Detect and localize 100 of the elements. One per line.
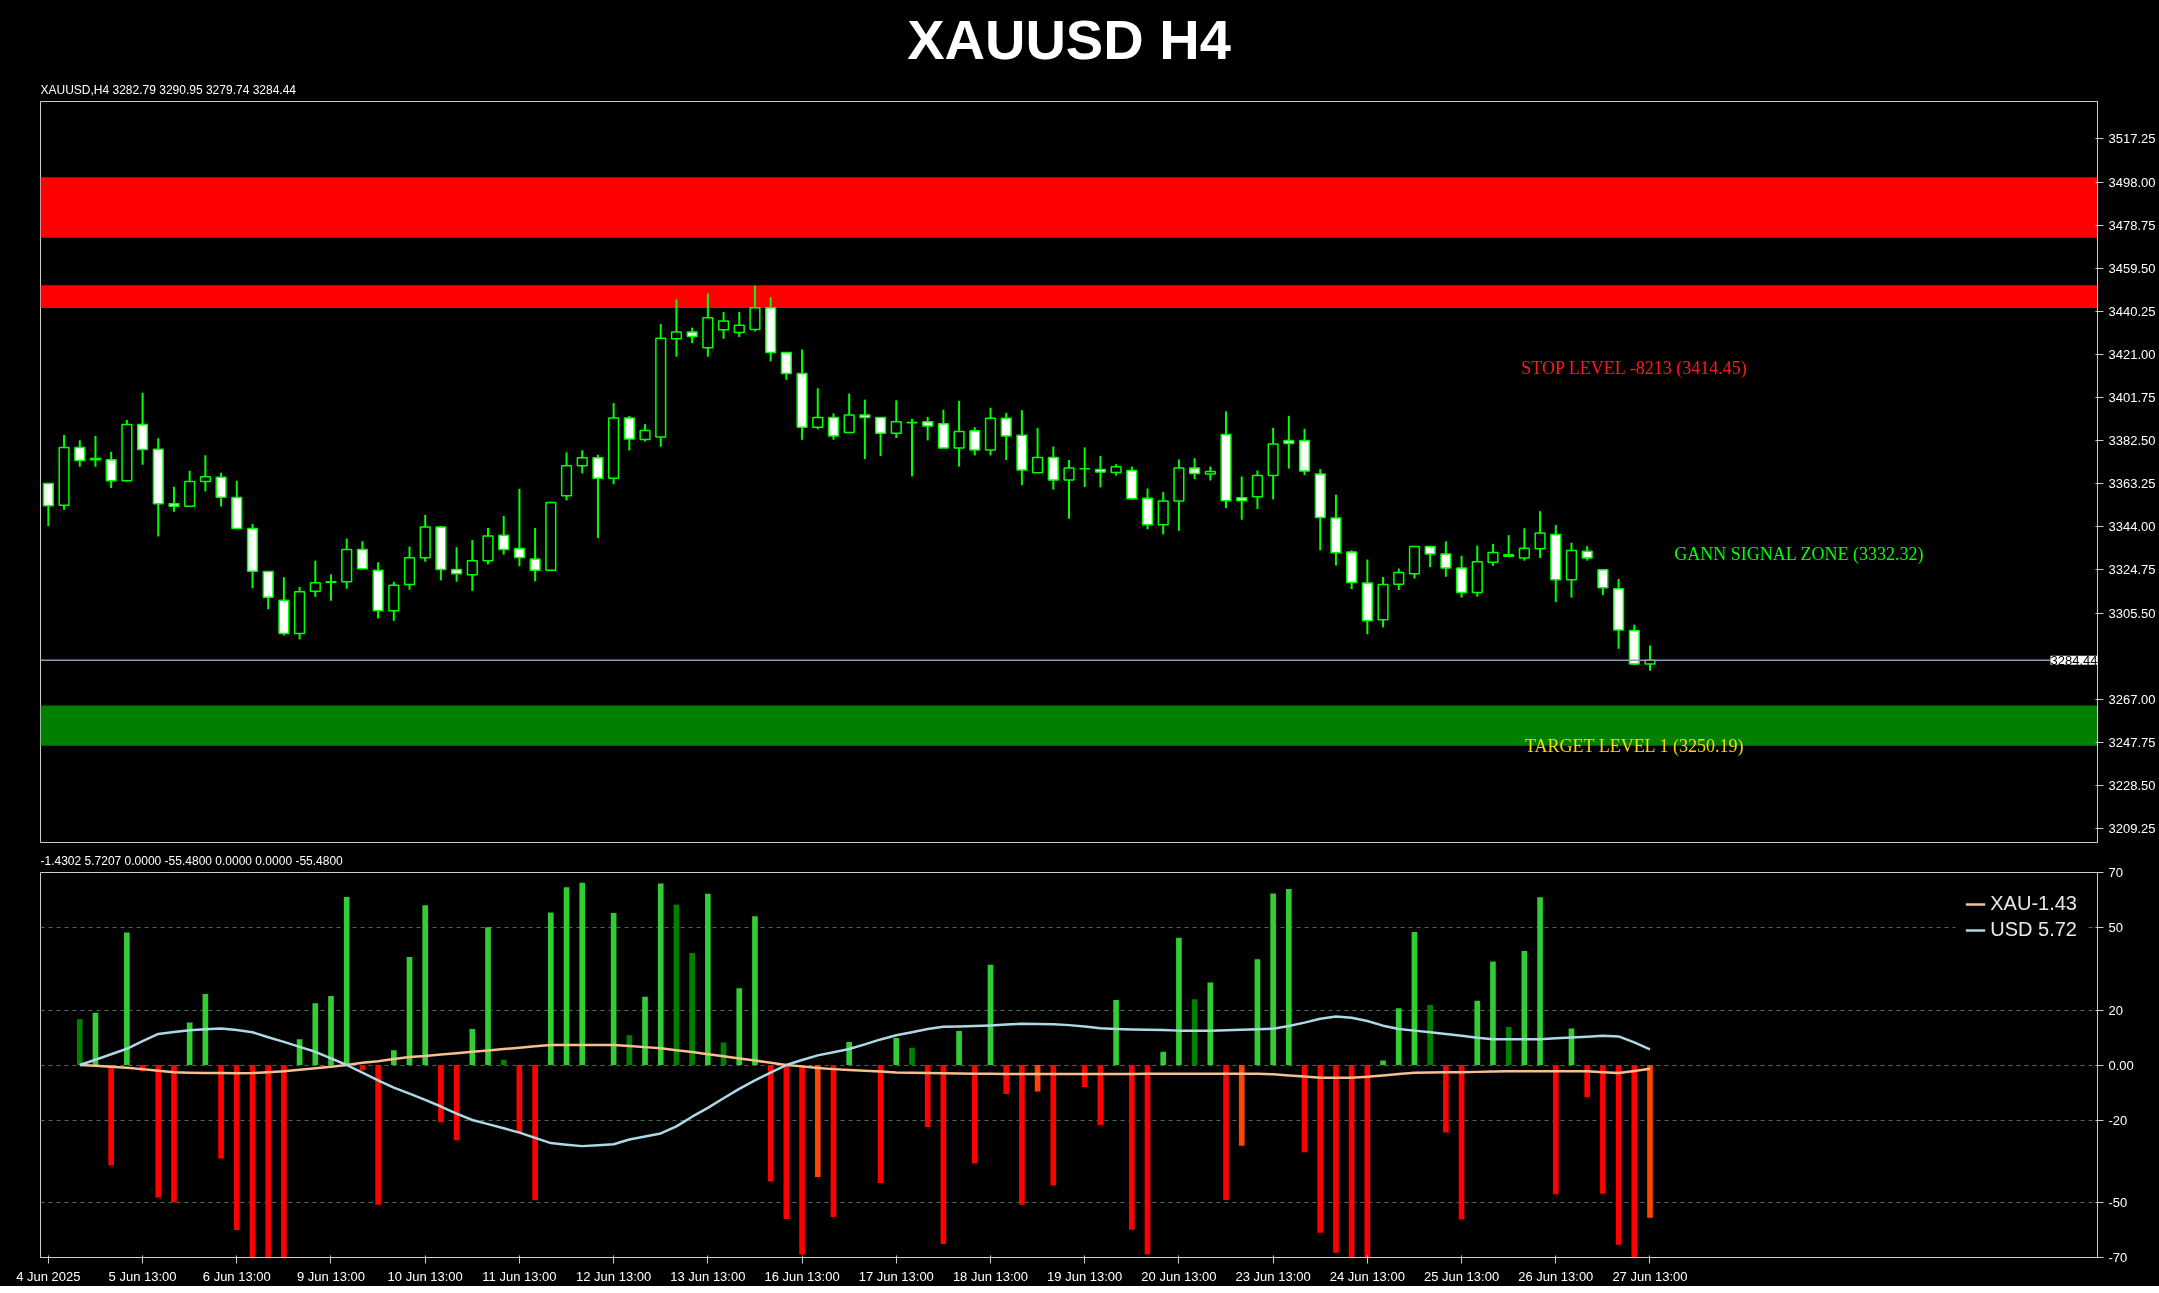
x-tick-label: 9 Jun 13:00 (297, 1268, 365, 1284)
bar (328, 995, 334, 1065)
y-tick-label: 3363.25 (2108, 476, 2156, 492)
candlestick (105, 450, 117, 489)
y-tick-label: 3459.50 (2108, 260, 2156, 276)
candlestick (812, 387, 824, 431)
bar (1003, 1065, 1010, 1094)
candlestick (827, 412, 840, 441)
candlestick (1031, 426, 1044, 474)
candlestick (1157, 491, 1169, 536)
bar (909, 1047, 915, 1065)
bar (1317, 1065, 1324, 1233)
y-tick-label: 3305.50 (2108, 605, 2156, 621)
legend-label: USD 5.72 (1990, 918, 2077, 941)
y-tick-label: 3517.25 (2108, 131, 2156, 147)
candlestick (1440, 540, 1452, 578)
y-tick-label: 3382.50 (2108, 433, 2156, 449)
candlestick (843, 392, 855, 435)
y-tick-label: 20 (2108, 1002, 2123, 1018)
bar (218, 1065, 224, 1159)
y-tick-label: 3209.25 (2108, 821, 2156, 837)
candlestick (1094, 455, 1107, 489)
x-tick-label: 13 Jun 13:00 (670, 1268, 746, 1284)
x-tick-label: 10 Jun 13:00 (387, 1268, 463, 1284)
bar (312, 1003, 319, 1065)
bar (924, 1065, 931, 1127)
candlestick (1189, 457, 1201, 481)
bar (1647, 1065, 1653, 1218)
candlestick (1597, 567, 1609, 597)
candlestick (922, 415, 934, 442)
bar (422, 905, 429, 1065)
bar (1537, 897, 1543, 1065)
bar (1395, 1008, 1402, 1065)
candlestick (42, 481, 54, 527)
bar (1081, 1065, 1088, 1087)
bar (485, 927, 491, 1065)
bar (469, 1028, 476, 1065)
bar (1050, 1065, 1057, 1186)
candlestick (513, 487, 526, 568)
bar (1443, 1065, 1449, 1133)
candlestick (969, 426, 981, 457)
bar (265, 1065, 272, 1258)
candlestick (890, 399, 902, 439)
candlestick (309, 559, 321, 598)
bar (736, 988, 743, 1065)
annotation: GANN SIGNAL ZONE (3332.32) (1674, 543, 1924, 565)
candlestick (1063, 458, 1075, 520)
y-tick-label: 0.00 (2108, 1057, 2134, 1073)
candlestick (1393, 567, 1405, 591)
candlestick (670, 298, 683, 358)
bar (343, 896, 350, 1065)
bar (1600, 1065, 1606, 1194)
x-tick-label: 12 Jun 13:00 (576, 1268, 652, 1284)
bar (752, 916, 758, 1065)
x-tick-label: 11 Jun 13:00 (482, 1268, 557, 1284)
bar (1631, 1065, 1638, 1258)
bar (1019, 1065, 1025, 1205)
chart-subtitle: -1.4302 5.7207 0.0000 -55.4800 0.0000 0.0000 -55.4800 (40, 853, 344, 868)
candlestick (1079, 446, 1091, 488)
bar (108, 1065, 114, 1166)
bar (281, 1065, 287, 1258)
candlestick (859, 398, 871, 461)
bar (1427, 1005, 1433, 1065)
y-tick-label: -70 (2108, 1250, 2128, 1265)
bar (642, 996, 648, 1065)
bar (799, 1065, 805, 1255)
bar (438, 1065, 444, 1123)
x-tick-label: 18 Jun 13:00 (952, 1268, 1029, 1284)
bar (155, 1065, 162, 1198)
bar (171, 1065, 177, 1203)
candlestick (1000, 411, 1012, 462)
bar (1490, 961, 1496, 1065)
candlestick (1251, 469, 1264, 510)
candlestick (1534, 510, 1546, 559)
x-tick-label: 25 Jun 13:00 (1423, 1268, 1500, 1284)
y-tick-label: 3324.75 (2108, 562, 2156, 578)
x-tick-label: 16 Jun 13:00 (764, 1268, 840, 1284)
y-tick-label: 70 (2108, 865, 2123, 880)
candlestick (325, 573, 337, 602)
y-tick-label: 3228.50 (2108, 777, 2156, 793)
x-tick-label: 27 Jun 13:00 (1612, 1268, 1688, 1284)
candlestick (168, 485, 180, 513)
bar (548, 912, 554, 1065)
candlestick (733, 310, 745, 339)
bar (1238, 1065, 1245, 1146)
bar (1207, 982, 1214, 1065)
x-tick-label: 20 Jun 13:00 (1141, 1268, 1217, 1284)
chart-title: XAUUSD H4 (907, 7, 1231, 71)
candlestick (1518, 527, 1530, 562)
bar (1113, 1000, 1119, 1065)
bar (689, 953, 695, 1065)
candlestick (74, 439, 86, 468)
bar (1223, 1065, 1229, 1201)
candlestick (1503, 534, 1515, 558)
candlestick (780, 351, 792, 381)
y-tick-label: 3498.00 (2108, 174, 2156, 190)
bar (76, 1019, 83, 1065)
bar (500, 1059, 507, 1065)
bar (1380, 1060, 1386, 1065)
candlestick (623, 415, 635, 452)
